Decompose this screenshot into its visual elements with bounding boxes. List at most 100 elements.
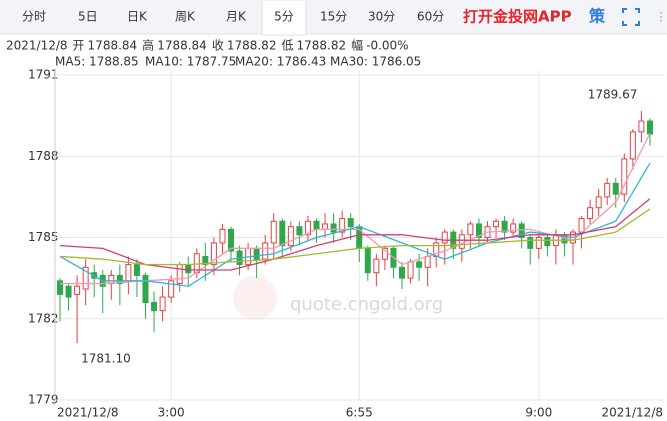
candle-body [646, 120, 653, 135]
candle-body [373, 258, 380, 274]
candle-body [604, 182, 611, 198]
fullscreen-button[interactable] [622, 8, 640, 26]
candle-body [313, 220, 320, 230]
candle-body [621, 158, 628, 195]
candle-body [262, 242, 269, 260]
tab-selected-bg [261, 0, 307, 36]
candle-body [74, 285, 81, 295]
candle-body [339, 218, 346, 233]
candle-body [270, 220, 277, 244]
extreme-label: 1781.10 [81, 352, 131, 366]
info-value: 1788.82 [227, 39, 277, 53]
watermark-logo [233, 276, 277, 320]
ma-line [59, 208, 651, 266]
candle-body [416, 261, 423, 268]
brand[interactable]: 打开金投网APP [463, 8, 572, 26]
candle-body [510, 223, 517, 233]
candle-body [364, 247, 371, 274]
candle-body [587, 207, 594, 220]
candle-body [176, 264, 183, 285]
extreme-label: 1789.67 [588, 88, 638, 102]
candle-body [253, 247, 260, 260]
more-icon: ⋮ [655, 10, 667, 24]
legend-entry: MA20: 1786.43 [235, 55, 326, 69]
x-tick-label: 3:00 [158, 406, 185, 420]
candle-body [535, 237, 542, 249]
info-value: 1788.82 [296, 39, 346, 53]
candle-body [381, 247, 388, 260]
candle-body [219, 228, 226, 244]
candle-body [399, 266, 405, 279]
candle-body [210, 242, 217, 266]
ma-line [60, 132, 651, 285]
tab[interactable]: 分时 [22, 10, 46, 24]
candle-body [407, 261, 414, 279]
legend-entry: MA10: 1787.75 [145, 55, 236, 69]
candle-body [125, 264, 132, 282]
y-tick-label: 1785 [28, 230, 59, 244]
candle-body [458, 234, 465, 249]
candle-body [159, 296, 166, 312]
ma-line [59, 198, 651, 271]
candle-body [65, 285, 72, 298]
candle-body [527, 237, 534, 249]
candle-body [595, 196, 602, 209]
legend-entry: MA5: 1788.85 [55, 55, 139, 69]
candle-body [82, 266, 89, 290]
candle-body [168, 280, 175, 298]
candle-body [202, 255, 209, 266]
candle-body [287, 226, 294, 247]
candle-body [578, 218, 585, 233]
candle-body [279, 220, 286, 247]
candle-body [544, 237, 551, 247]
tab-bar [0, 0, 667, 34]
info-label: 收 [212, 39, 224, 53]
candle-body [330, 223, 337, 233]
tab[interactable]: 30分 [368, 10, 395, 24]
tab[interactable]: 15分 [320, 10, 347, 24]
candle-body [322, 223, 329, 230]
candle-body [151, 302, 158, 312]
candle-body [304, 220, 311, 236]
legend-entry: MA30: 1786.05 [330, 55, 421, 69]
candle-body [228, 228, 234, 252]
info-label: 高 [142, 38, 154, 53]
tab[interactable]: 60分 [417, 10, 444, 24]
info-label: 开 [73, 39, 85, 53]
tab[interactable]: 月K [226, 10, 247, 24]
candle-body [116, 274, 123, 285]
y-tick-label: 1788 [28, 149, 59, 163]
candle-body [475, 223, 482, 238]
candle-body [629, 131, 636, 160]
info-date: 2021/12/8 [6, 39, 68, 53]
candle-body [441, 231, 448, 244]
candle-body [185, 264, 192, 274]
y-tick-label: 1782 [28, 311, 59, 325]
candle-body [296, 226, 303, 236]
tab[interactable]: 周K [175, 10, 196, 24]
x-tick-label: 2021/12/8 [57, 406, 119, 420]
fullscreen-icon [622, 8, 640, 26]
tab[interactable]: 日K [127, 10, 148, 24]
strategy-button[interactable]: 策 [588, 7, 606, 26]
candle-body [612, 182, 619, 195]
info-label: 低 [281, 39, 293, 53]
candle-body [424, 255, 431, 268]
candle-body [57, 280, 63, 295]
candle-body [493, 220, 500, 228]
info-value: -0.00% [366, 39, 408, 53]
candle-body [467, 223, 474, 236]
tab[interactable]: 5日 [78, 10, 98, 24]
y-tick-label: 1791 [28, 68, 59, 82]
info-value: 1788.84 [88, 39, 138, 53]
candle-body [133, 264, 140, 276]
candle-body [518, 223, 525, 238]
x-tick-label: 6:55 [346, 406, 373, 420]
x-tick-label: 2021/12/8 [601, 406, 663, 420]
candle-body [501, 220, 508, 233]
candle-body [638, 120, 645, 133]
tab[interactable]: 5分 [274, 10, 294, 24]
info-value: 1788.84 [157, 39, 207, 53]
